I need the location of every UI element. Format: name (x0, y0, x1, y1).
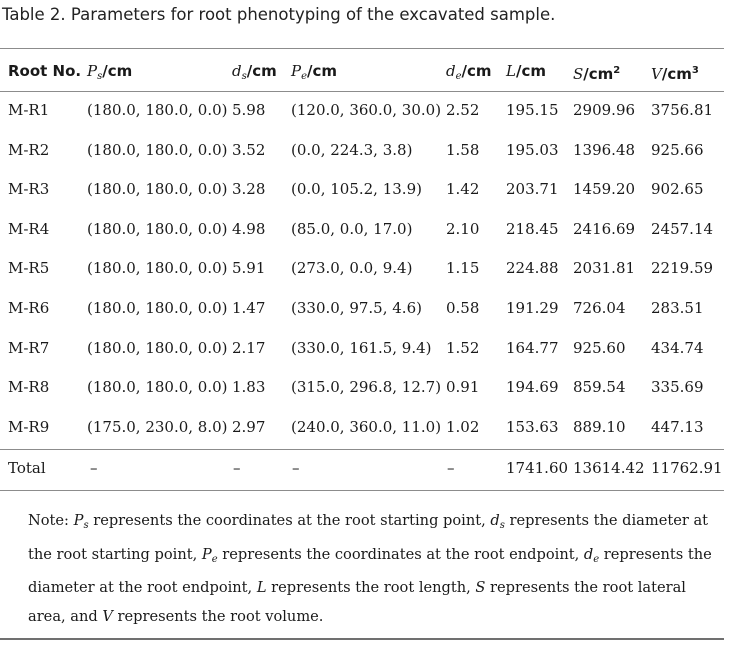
cell-l: 191.29 (506, 299, 559, 317)
table-total-rule (0, 449, 724, 450)
cell-ds: 1.83 (232, 378, 266, 397)
cell-s: 859.54 (573, 378, 626, 397)
cell-s: 726.04 (573, 299, 626, 317)
total-cell-s: 13614.42 (573, 459, 645, 477)
cell-l: 194.69 (506, 378, 559, 397)
cell-ps: (180.0, 180.0, 0.0) (87, 378, 228, 397)
total-cell-ds: – (233, 459, 241, 477)
cell-ps: (180.0, 180.0, 0.0) (87, 219, 228, 238)
cell-ps: (180.0, 180.0, 0.0) (87, 140, 228, 159)
cell-v: 2219.59 (651, 259, 714, 278)
cell-root-no: M-R5 (8, 259, 50, 278)
cell-de: 0.58 (446, 299, 480, 317)
cell-de: 0.91 (446, 378, 480, 397)
header-pe: Pe/cm (291, 62, 338, 82)
total-cell-v: 11762.91 (651, 459, 723, 477)
cell-ps: (175.0, 230.0, 8.0) (87, 417, 228, 436)
cell-v: 925.66 (651, 140, 704, 159)
cell-de: 2.10 (446, 219, 480, 238)
cell-v: 335.69 (651, 378, 704, 397)
page-bottom-rule (0, 638, 724, 640)
cell-pe: (330.0, 161.5, 9.4) (291, 338, 432, 357)
cell-root-no: M-R3 (8, 180, 50, 199)
cell-ds: 3.52 (232, 140, 266, 159)
cell-s: 2909.96 (573, 101, 636, 119)
cell-root-no: M-R8 (8, 378, 50, 397)
cell-ps: (180.0, 180.0, 0.0) (87, 259, 228, 278)
cell-pe: (0.0, 224.3, 3.8) (291, 140, 413, 159)
cell-v: 283.51 (651, 299, 704, 317)
header-root-no: Root No. (8, 62, 82, 80)
table-note: Note: Ps represents the coordinates at t… (28, 512, 712, 625)
cell-root-no: M-R2 (8, 140, 50, 159)
cell-v: 447.13 (651, 417, 704, 436)
cell-pe: (330.0, 97.5, 4.6) (291, 299, 422, 317)
cell-de: 2.52 (446, 101, 480, 119)
header-de: de/cm (446, 62, 492, 82)
table-bottom-rule (0, 490, 724, 491)
cell-pe: (120.0, 360.0, 30.0) (291, 101, 442, 119)
cell-l: 164.77 (506, 338, 559, 357)
cell-s: 2031.81 (573, 259, 636, 278)
cell-pe: (85.0, 0.0, 17.0) (291, 219, 413, 238)
cell-root-no: M-R7 (8, 338, 50, 357)
table-top-rule (0, 48, 724, 49)
cell-v: 3756.81 (651, 101, 714, 119)
cell-de: 1.15 (446, 259, 480, 278)
cell-root-no: M-R1 (8, 101, 50, 119)
cell-root-no: M-R9 (8, 417, 50, 436)
cell-l: 203.71 (506, 180, 559, 199)
table-header-rule (0, 91, 724, 92)
cell-l: 224.88 (506, 259, 559, 278)
cell-pe: (315.0, 296.8, 12.7) (291, 378, 442, 397)
cell-s: 1459.20 (573, 180, 636, 199)
cell-s: 925.60 (573, 338, 626, 357)
cell-ds: 3.28 (232, 180, 266, 199)
cell-ps: (180.0, 180.0, 0.0) (87, 338, 228, 357)
cell-ps: (180.0, 180.0, 0.0) (87, 180, 228, 199)
cell-s: 2416.69 (573, 219, 636, 238)
cell-l: 195.03 (506, 140, 559, 159)
cell-s: 889.10 (573, 417, 626, 436)
header-v: V/cm3 (651, 65, 699, 83)
cell-ps: (180.0, 180.0, 0.0) (87, 299, 228, 317)
header-ds: ds/cm (232, 62, 277, 82)
total-cell-ps: – (90, 459, 98, 477)
cell-de: 1.42 (446, 180, 480, 199)
cell-v: 902.65 (651, 180, 704, 199)
cell-pe: (0.0, 105.2, 13.9) (291, 180, 422, 199)
cell-de: 1.52 (446, 338, 480, 357)
header-s: S/cm2 (573, 65, 621, 83)
cell-l: 153.63 (506, 417, 559, 436)
cell-ds: 5.91 (232, 259, 266, 278)
total-cell-root-no: Total (8, 459, 46, 477)
cell-root-no: M-R4 (8, 219, 50, 238)
cell-s: 1396.48 (573, 140, 636, 159)
cell-ds: 2.17 (232, 338, 266, 357)
cell-de: 1.58 (446, 140, 480, 159)
cell-pe: (273.0, 0.0, 9.4) (291, 259, 413, 278)
total-cell-pe: – (292, 459, 300, 477)
cell-ds: 2.97 (232, 417, 266, 436)
total-cell-l: 1741.60 (506, 459, 569, 477)
header-l: L/cm (506, 62, 546, 80)
cell-l: 195.15 (506, 101, 559, 119)
cell-de: 1.02 (446, 417, 480, 436)
cell-ds: 4.98 (232, 219, 266, 238)
cell-l: 218.45 (506, 219, 559, 238)
cell-ps: (180.0, 180.0, 0.0) (87, 101, 228, 119)
header-ps: Ps/cm (87, 62, 133, 82)
total-cell-de: – (447, 459, 455, 477)
cell-ds: 5.98 (232, 101, 266, 119)
cell-root-no: M-R6 (8, 299, 50, 317)
cell-ds: 1.47 (232, 299, 266, 317)
table-caption: Table 2. Parameters for root phenotyping… (2, 5, 556, 24)
cell-v: 434.74 (651, 338, 704, 357)
cell-v: 2457.14 (651, 219, 714, 238)
cell-pe: (240.0, 360.0, 11.0) (291, 417, 442, 436)
